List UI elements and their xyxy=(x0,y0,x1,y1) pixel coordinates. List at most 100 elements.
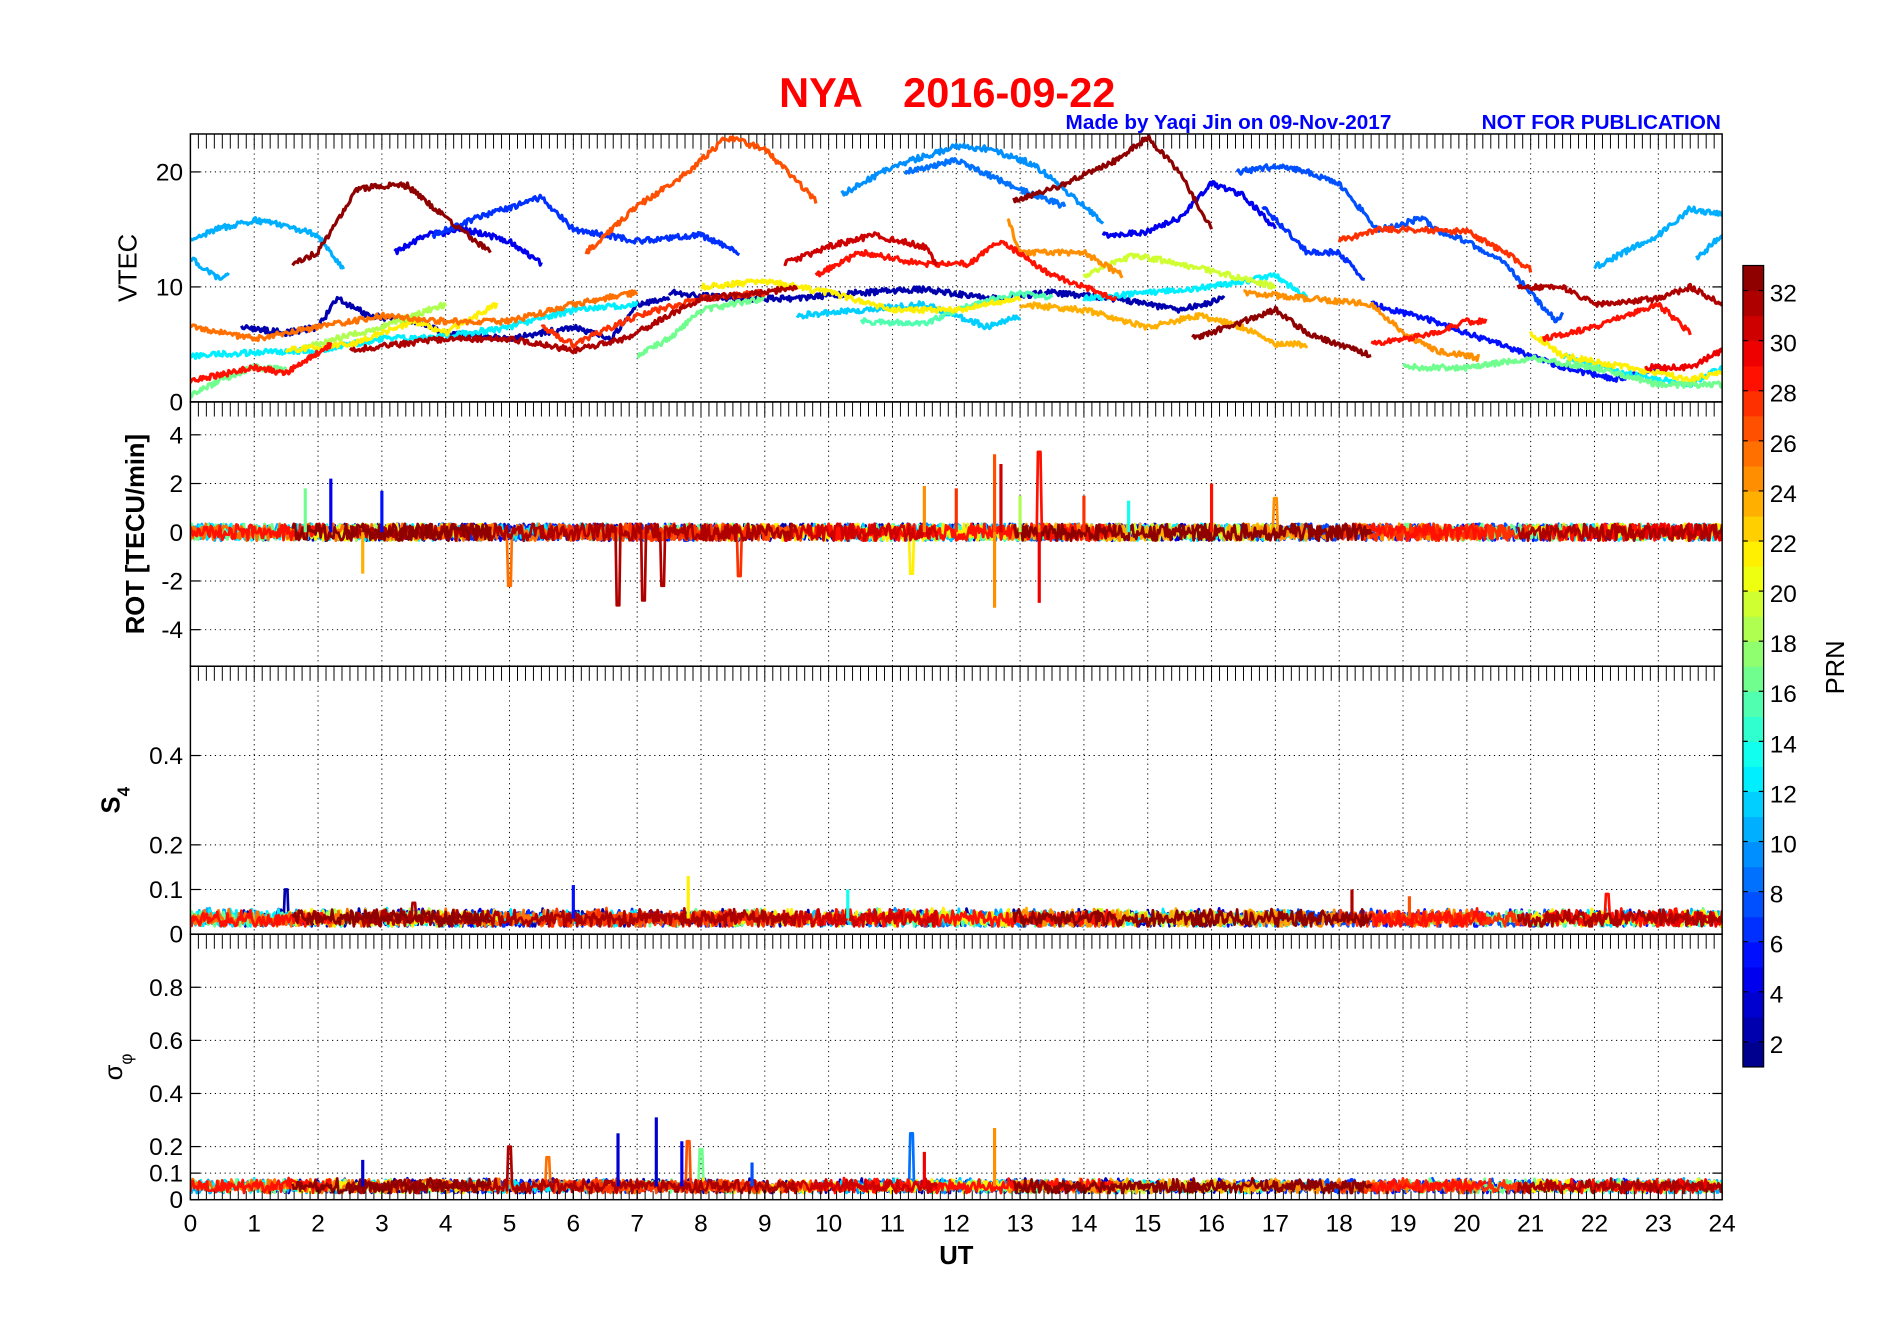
series-prn-24 xyxy=(1006,217,1124,279)
colorbar-tick-label: 20 xyxy=(1770,581,1797,608)
colorbar-bin xyxy=(1742,641,1764,667)
series-prn-32 xyxy=(1012,907,1213,928)
series-prn-30 xyxy=(783,231,939,267)
y-axis-label: VTEC xyxy=(115,234,143,302)
x-tick-label: 14 xyxy=(1070,1210,1097,1237)
series-prn-32 xyxy=(1012,134,1214,230)
series-prn-30 xyxy=(783,1177,939,1195)
data-layer xyxy=(190,1117,1723,1195)
colorbar-bin xyxy=(1742,666,1764,692)
y-tick-label: 0.4 xyxy=(149,743,183,770)
series-prn-19 xyxy=(1082,252,1277,290)
colorbar-bin xyxy=(1742,791,1764,818)
series-prn-8 xyxy=(903,157,1067,209)
colorbar-tick-label: 16 xyxy=(1770,681,1797,708)
title-date: 2016-09-22 xyxy=(903,69,1115,116)
series-prn-21 xyxy=(700,278,1022,315)
colorbar-bin xyxy=(1742,1016,1764,1043)
x-tick-label: 16 xyxy=(1198,1210,1225,1237)
colorbar-label: PRN xyxy=(1822,640,1850,694)
series-prn-32 xyxy=(291,907,492,928)
series-prn-4 xyxy=(1101,180,1277,239)
data-layer xyxy=(190,134,1723,399)
colorbar-bin xyxy=(1742,691,1764,717)
credit-text: Made by Yaqi Jin on 09-Nov-2017 xyxy=(1066,111,1392,134)
series-prn-28 xyxy=(190,908,333,928)
y-tick-label: 0.1 xyxy=(149,877,183,904)
colorbar-tick-label: 12 xyxy=(1770,781,1797,808)
x-tick-label: 18 xyxy=(1326,1210,1353,1237)
series-prn-5 xyxy=(1370,300,1659,383)
colorbar-tick-label: 24 xyxy=(1770,481,1797,508)
series-prn-30 xyxy=(782,907,939,928)
colorbar-bin xyxy=(1742,591,1764,617)
series-prn-29 xyxy=(1644,347,1723,372)
y-label-sub: 4 xyxy=(114,786,133,796)
y-tick-label: 10 xyxy=(156,274,183,301)
colorbar-bin xyxy=(1742,841,1764,868)
colorbar-tick-label: 6 xyxy=(1770,932,1784,959)
series-prn-28 xyxy=(1369,522,1488,542)
data-layer xyxy=(190,450,1723,608)
y-tick-label: 0 xyxy=(170,389,184,416)
series-prn-27 xyxy=(1337,225,1533,273)
series-prn-28 xyxy=(814,239,1118,302)
colorbar-tick-label: 22 xyxy=(1770,531,1797,558)
series-prn-31 xyxy=(1516,282,1723,308)
y-tick-label: 0.4 xyxy=(149,1081,183,1108)
series-prn-26 xyxy=(584,135,818,255)
y-tick-label: -4 xyxy=(161,617,183,644)
colorbar-tick-label: 32 xyxy=(1770,281,1797,308)
colorbar-bin xyxy=(1742,265,1764,292)
series-prn-31 xyxy=(1516,908,1723,928)
y-tick-label: 0 xyxy=(170,520,184,547)
colorbar-bin xyxy=(1742,816,1764,843)
x-tick-label: 0 xyxy=(184,1210,198,1237)
colorbar-bin xyxy=(1742,315,1764,342)
series-prn-31 xyxy=(1516,522,1723,543)
series-prn-31 xyxy=(349,522,799,607)
series-prn-32 xyxy=(1191,305,1372,359)
series-prn-31 xyxy=(1516,1177,1723,1195)
y-tick-label: 0.2 xyxy=(149,832,183,859)
colorbar-bin xyxy=(1742,390,1764,417)
panel-s4: 0 0.1 0.2 0.4 S4 xyxy=(98,665,1723,949)
series-prn-32 xyxy=(1012,522,1213,543)
x-tick-label: 10 xyxy=(815,1210,842,1237)
panel-rot: -4 -2 0 2 4 ROT [TECU/min] xyxy=(122,401,1723,667)
series-prn-30 xyxy=(782,522,939,543)
colorbar-tick-label: 18 xyxy=(1770,631,1797,658)
series-prn-32 xyxy=(1191,1177,1373,1195)
colorbar-bin xyxy=(1742,540,1764,567)
series-prn-7 xyxy=(1235,163,1565,324)
x-tick-label: 11 xyxy=(880,1210,905,1237)
series-prn-28 xyxy=(1541,301,1692,342)
colorbar-frame xyxy=(1742,264,1765,1068)
series-prn-28 xyxy=(1370,317,1488,347)
colorbar-bin xyxy=(1742,766,1764,793)
colorbar-bin xyxy=(1742,966,1764,993)
series-prn-16 xyxy=(636,294,766,359)
y-tick-label: 4 xyxy=(170,422,184,449)
x-tick-label: 21 xyxy=(1517,1210,1544,1237)
series-prn-24 xyxy=(1243,289,1481,363)
series-prn-32 xyxy=(291,181,492,267)
colorbar-bin xyxy=(1742,716,1764,742)
x-tick-label: 24 xyxy=(1709,1210,1736,1237)
y-axis-label: S4 xyxy=(98,786,134,813)
colorbar-bin xyxy=(1742,415,1764,442)
y-tick-label: 20 xyxy=(156,159,183,186)
panel-sigma_phi: 00.10.2 0.4 0.6 0.8 σφ xyxy=(100,933,1723,1214)
series-prn-25 xyxy=(190,289,639,343)
x-tick-label: 20 xyxy=(1453,1210,1480,1237)
colorbar-tick-label: 10 xyxy=(1770,832,1797,859)
series-prn-10 xyxy=(1593,205,1723,270)
colorbar-tick-label: 28 xyxy=(1770,381,1797,408)
series-prn-6 xyxy=(431,193,741,257)
y-tick-label: -2 xyxy=(161,569,183,596)
colorbar-tick-label: 8 xyxy=(1770,882,1784,909)
series-prn-28 xyxy=(1369,1178,1488,1195)
colorbar-bin xyxy=(1742,866,1764,893)
colorbar-bin xyxy=(1742,515,1764,542)
x-tick-label: 19 xyxy=(1389,1210,1416,1237)
